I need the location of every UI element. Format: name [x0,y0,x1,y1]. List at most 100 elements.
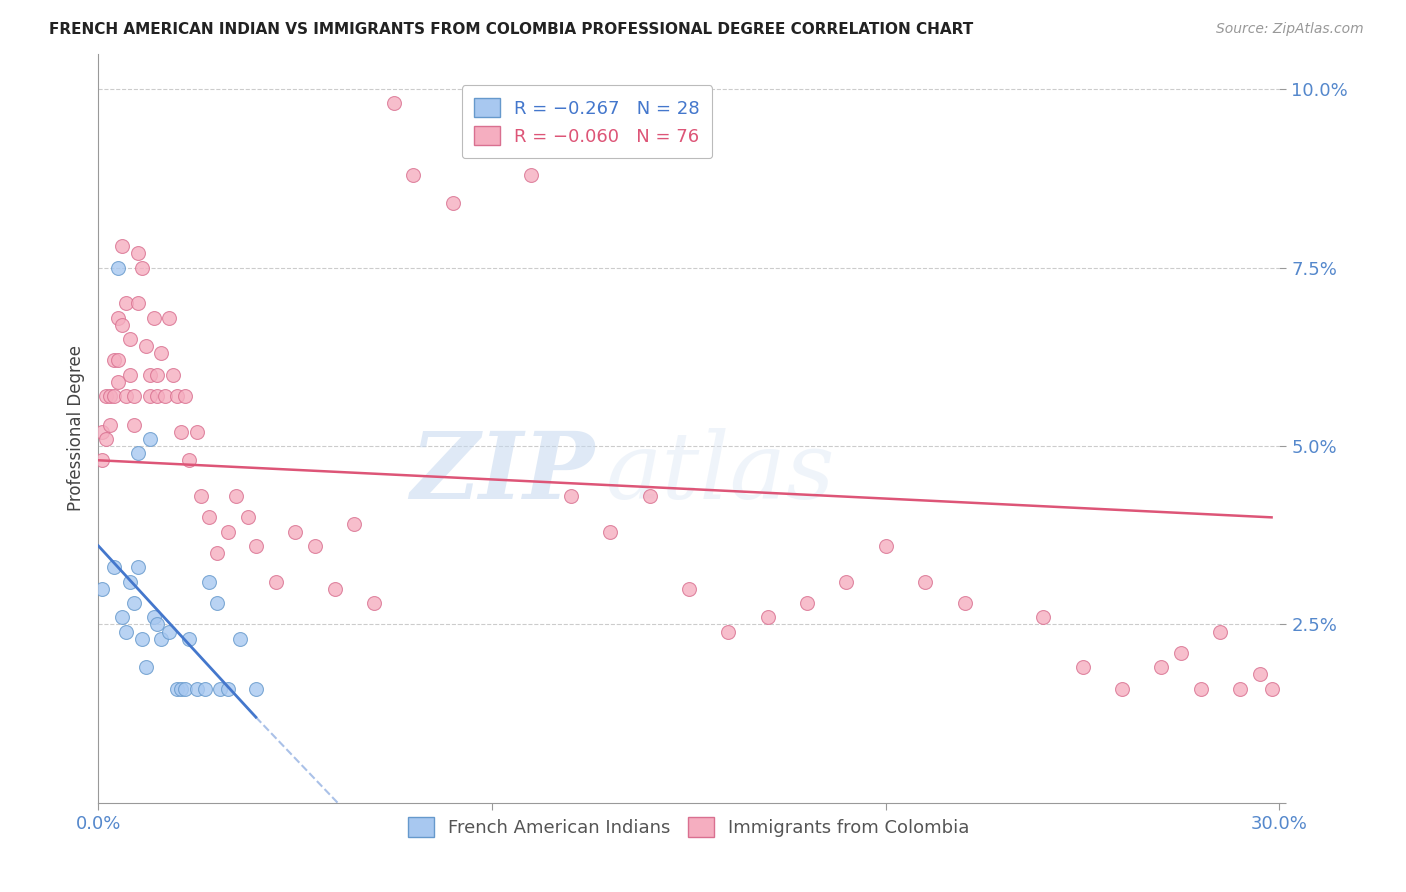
Point [103,560,125,574]
Point [170,681,193,696]
Point [107,353,129,368]
Point [122,596,145,610]
Point [197,510,219,524]
Point [166,389,188,403]
Point [1229,681,1251,696]
Point [875,539,897,553]
Point [131,632,153,646]
Point [209,681,232,696]
Point [756,610,779,624]
Point [382,96,405,111]
Point [162,368,184,382]
Point [166,681,188,696]
Point [146,389,169,403]
Point [138,368,160,382]
Point [236,510,259,524]
Point [111,239,134,253]
Point [115,624,138,639]
Point [678,582,700,596]
Point [186,425,208,439]
Point [304,539,326,553]
Point [122,417,145,432]
Point [1111,681,1133,696]
Point [150,632,173,646]
Point [638,489,661,503]
Point [560,489,582,503]
Point [717,624,740,639]
Point [194,681,217,696]
Point [174,389,197,403]
Point [107,260,129,275]
Point [190,489,212,503]
Point [142,310,165,325]
Text: Source: ZipAtlas.com: Source: ZipAtlas.com [1216,22,1364,37]
Point [1150,660,1173,674]
Point [1032,610,1054,624]
Point [343,517,366,532]
Point [177,453,200,467]
Point [217,524,239,539]
Point [186,681,208,696]
Point [91,453,114,467]
Point [138,389,160,403]
Point [122,389,145,403]
Point [363,596,385,610]
Point [914,574,936,589]
Point [205,546,228,560]
Point [217,681,239,696]
Text: FRENCH AMERICAN INDIAN VS IMMIGRANTS FROM COLOMBIA PROFESSIONAL DEGREE CORRELATI: FRENCH AMERICAN INDIAN VS IMMIGRANTS FRO… [49,22,973,37]
Point [127,560,149,574]
Point [135,339,157,353]
Point [155,389,177,403]
Point [599,524,621,539]
Point [520,168,543,182]
Point [96,389,118,403]
Point [197,574,219,589]
Point [146,368,169,382]
Point [107,310,129,325]
Legend: French American Indians, Immigrants from Colombia: French American Indians, Immigrants from… [395,805,983,850]
Point [115,389,138,403]
Point [91,425,114,439]
Point [111,610,134,624]
Point [264,574,287,589]
Point [118,574,141,589]
Point [323,582,346,596]
Y-axis label: Professional Degree: Professional Degree [66,345,84,511]
Point [127,446,149,460]
Point [91,582,114,596]
Point [177,632,200,646]
Point [1170,646,1192,660]
Point [138,432,160,446]
Point [96,432,118,446]
Point [103,389,125,403]
Point [835,574,858,589]
Point [115,296,138,310]
Point [107,375,129,389]
Point [1260,681,1282,696]
Text: atlas: atlas [606,428,835,518]
Point [205,596,228,610]
Point [127,246,149,260]
Point [1189,681,1212,696]
Point [1249,667,1271,681]
Point [157,624,180,639]
Text: ZIP: ZIP [411,428,595,518]
Point [402,168,425,182]
Point [98,389,121,403]
Point [225,489,247,503]
Point [953,596,976,610]
Point [1071,660,1094,674]
Point [111,318,134,332]
Point [135,660,157,674]
Point [146,617,169,632]
Point [170,425,193,439]
Point [150,346,173,360]
Point [796,596,818,610]
Point [127,296,149,310]
Point [157,310,180,325]
Point [98,417,121,432]
Point [118,332,141,346]
Point [245,681,267,696]
Point [229,632,252,646]
